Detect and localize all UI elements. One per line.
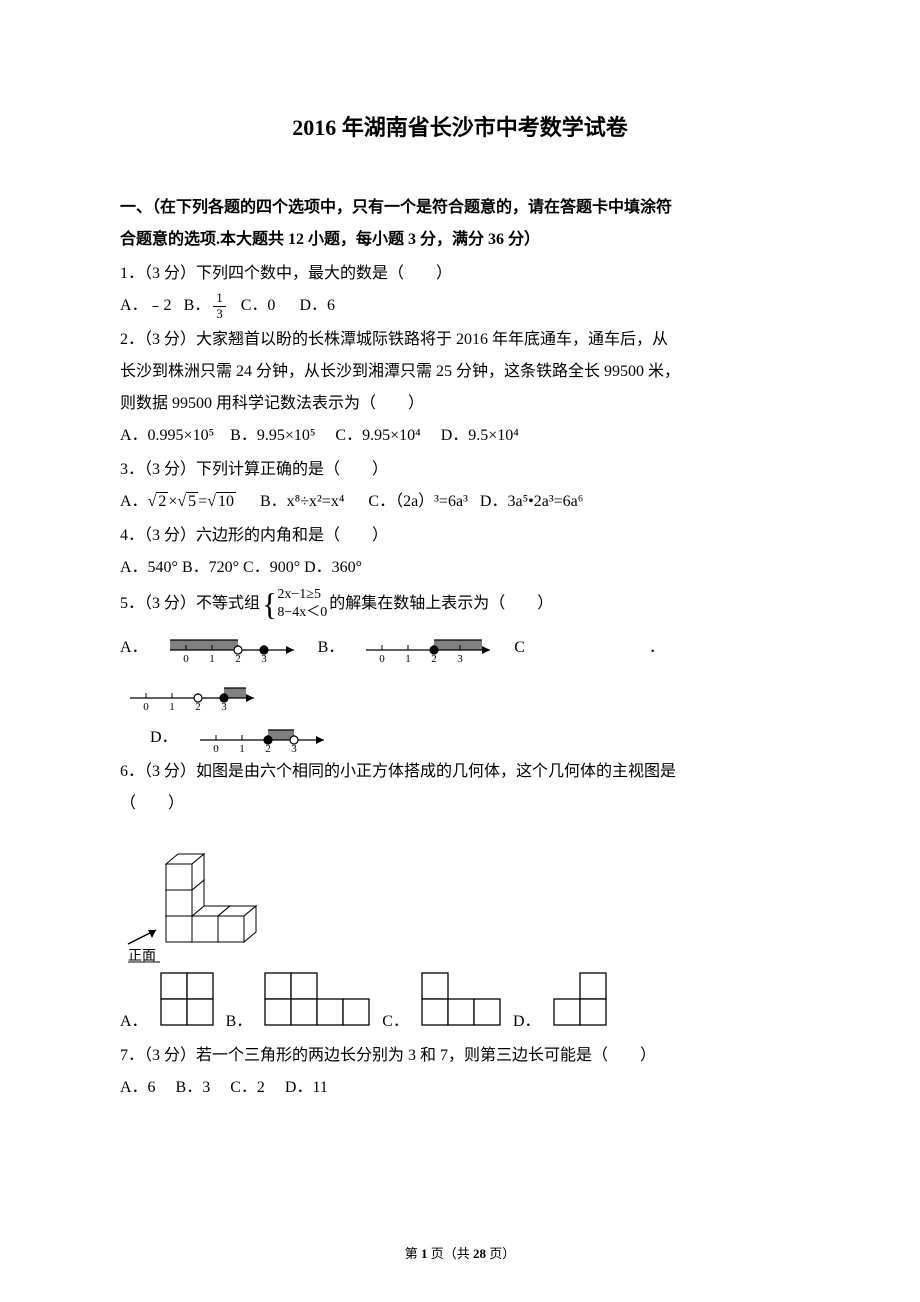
svg-text:3: 3 (261, 653, 267, 664)
q6-grid-b (264, 972, 370, 1038)
q6-options: A． B． C． D． (120, 972, 800, 1038)
question-4: 4．（3 分）六边形的内角和是（ ） A．540° B．720° C．900° … (120, 520, 800, 584)
q3-opt-c: C．（2a）³=6a³ (368, 486, 468, 518)
q5-case2: 8−4x＜0 (277, 604, 327, 622)
q2-options: A．0.995×10⁵ B．9.95×10⁵ C．9.95×10⁴ D．9.5×… (120, 420, 800, 452)
q6-line2: （ ） (120, 788, 800, 820)
q1-opt-a: A．﹣2 (120, 290, 172, 322)
footer-prefix: 第 (405, 1246, 421, 1261)
q3-text: 3．（3 分）下列计算正确的是（ ） (120, 454, 800, 486)
sqrt-icon: 10 (207, 486, 236, 518)
question-2: 2．（3 分）大家翘首以盼的长株潭城际铁路将于 2016 年年底通车，通车后，从… (120, 324, 800, 452)
section-header-line2: 合题意的选项.本大题共 12 小题，每小题 3 分，满分 36 分） (120, 224, 800, 256)
q5-opt-b-label: B． (318, 632, 345, 664)
question-5: 5．（3 分）不等式组 { 2x−1≥5 8−4x＜0 的解集在数轴上表示为（ … (120, 586, 800, 754)
svg-text:1: 1 (406, 653, 412, 664)
q5-opt-c-label: C (514, 632, 525, 664)
number-line-b: 0 1 2 3 (364, 628, 494, 664)
q7-text: 7．（3 分）若一个三角形的两边长分别为 3 和 7，则第三边长可能是（ ） (120, 1040, 800, 1072)
q5-opt-a-label: A． (120, 632, 148, 664)
svg-text:1: 1 (169, 701, 175, 712)
q5-case1: 2x−1≥5 (277, 586, 327, 604)
sqrt-icon: 2 (148, 486, 169, 518)
svg-text:3: 3 (291, 743, 297, 754)
svg-text:0: 0 (213, 743, 219, 754)
q3-opt-a-prefix: A． (120, 486, 148, 518)
page-title: 2016 年湖南省长沙市中考数学试卷 (120, 110, 800, 142)
equals-symbol: = (198, 486, 207, 518)
q6-opt-d-label: D． (513, 1006, 541, 1038)
page-footer: 第 1 页（共 28 页） (0, 1243, 920, 1262)
q2-line3: 则数据 99500 用科学记数法表示为（ ） (120, 388, 800, 420)
brace-icon: { 2x−1≥5 8−4x＜0 (262, 586, 327, 622)
q5-options-row1: A． 0 1 2 3 B． 0 1 2 3 C ． 0 1 2 3 (120, 628, 800, 712)
svg-text:0: 0 (183, 653, 189, 664)
q2-line1: 2．（3 分）大家翘首以盼的长株潭城际铁路将于 2016 年年底通车，通车后，从 (120, 324, 800, 356)
q5-opt-dot: ． (649, 632, 665, 664)
svg-text:2: 2 (235, 653, 241, 664)
fraction-numerator: 1 (213, 291, 226, 306)
q1-text: 1．（3 分）下列四个数中，最大的数是（ ） (120, 258, 800, 290)
q2-line2: 长沙到株洲只需 24 分钟，从长沙到湘潭只需 25 分钟，这条铁路全长 9950… (120, 356, 800, 388)
svg-text:3: 3 (221, 701, 227, 712)
q6-opt-a-label: A． (120, 1006, 148, 1038)
svg-text:2: 2 (265, 743, 271, 754)
svg-text:1: 1 (239, 743, 245, 754)
q4-text: 4．（3 分）六边形的内角和是（ ） (120, 520, 800, 552)
q5-prefix: 5．（3 分）不等式组 (120, 588, 260, 620)
fraction-icon: 1 3 (213, 291, 226, 321)
q5-suffix: 的解集在数轴上表示为（ ） (329, 588, 553, 620)
q3-options: A． 2 × 5 = 10 B．x⁸÷x²=x⁴ C．（2a）³=6a³ D．3… (120, 486, 800, 518)
q3-opt-b: B．x⁸÷x²=x⁴ (260, 486, 344, 518)
svg-text:0: 0 (143, 701, 149, 712)
q6-opt-b-label: B． (226, 1006, 253, 1038)
number-line-c: 0 1 2 3 (128, 676, 258, 712)
q6-line1: 6．（3 分）如图是由六个相同的小正方体搭成的几何体，这个几何体的主视图是 (120, 756, 800, 788)
q6-cube-figure: 正面 (120, 826, 800, 966)
q1-opt-c: C．0 (241, 290, 276, 322)
svg-text:1: 1 (209, 653, 215, 664)
question-6: 6．（3 分）如图是由六个相同的小正方体搭成的几何体，这个几何体的主视图是 （ … (120, 756, 800, 1038)
number-line-a: 0 1 2 3 (168, 628, 298, 664)
footer-suffix: 页） (486, 1246, 515, 1261)
number-line-d: 0 1 2 3 (198, 718, 328, 754)
question-3: 3．（3 分）下列计算正确的是（ ） A． 2 × 5 = 10 B．x⁸÷x²… (120, 454, 800, 518)
q4-options: A．540° B．720° C．900° D．360° (120, 552, 800, 584)
q5-opt-d-label: D． (150, 722, 178, 754)
footer-total: 28 (473, 1246, 486, 1261)
q1-opt-b-prefix: B． (184, 290, 211, 322)
question-7: 7．（3 分）若一个三角形的两边长分别为 3 和 7，则第三边长可能是（ ） A… (120, 1040, 800, 1104)
q6-grid-c (421, 972, 501, 1038)
times-symbol: × (168, 486, 177, 518)
svg-text:2: 2 (432, 653, 438, 664)
section-header: 一、（在下列各题的四个选项中，只有一个是符合题意的，请在答题卡中填涂符 合题意的… (120, 192, 800, 256)
question-1: 1．（3 分）下列四个数中，最大的数是（ ） A．﹣2 B． 1 3 C．0 D… (120, 258, 800, 322)
q1-opt-d: D．6 (299, 290, 335, 322)
svg-text:2: 2 (195, 701, 201, 712)
fraction-denominator: 3 (213, 307, 226, 321)
q3-opt-d: D．3a⁵•2a³=6a⁶ (480, 486, 583, 518)
svg-text:0: 0 (380, 653, 386, 664)
footer-mid: 页（共 (427, 1246, 473, 1261)
svg-text:3: 3 (458, 653, 464, 664)
sqrt-icon: 5 (177, 486, 198, 518)
section-header-line1: 一、（在下列各题的四个选项中，只有一个是符合题意的，请在答题卡中填涂符 (120, 192, 800, 224)
q6-grid-d (553, 972, 607, 1038)
q6-opt-c-label: C． (382, 1006, 409, 1038)
q7-options: A．6 B．3 C．2 D．11 (120, 1072, 800, 1104)
q6-grid-a (160, 972, 214, 1038)
q1-options: A．﹣2 B． 1 3 C．0 D．6 (120, 290, 800, 322)
q5-options-row2: D． 0 1 2 3 (150, 718, 800, 754)
